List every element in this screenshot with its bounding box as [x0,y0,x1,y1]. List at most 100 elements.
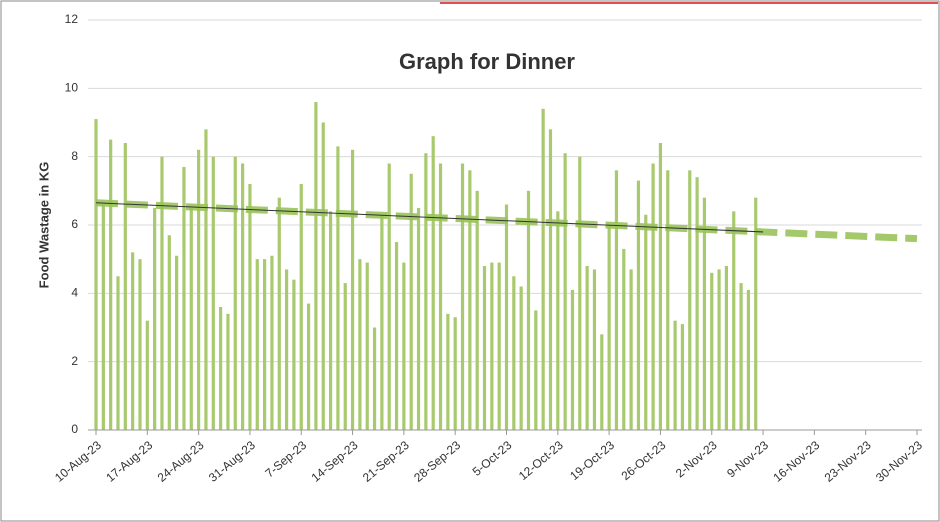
bar [255,259,259,430]
bar [490,262,494,430]
bar [123,143,127,430]
y-tick-label: 12 [65,12,79,26]
bar [556,211,560,430]
bar [424,153,428,430]
y-axis-label: Food Wastage in KG [36,162,51,289]
bar [189,207,193,430]
bar [116,276,120,430]
bar [219,307,223,430]
bar [519,286,523,430]
bar [145,320,149,430]
bar [636,180,641,430]
bar [622,248,626,430]
bar [101,204,105,430]
bar [153,207,157,430]
bar [651,163,655,430]
bar [548,129,553,431]
bar [438,163,443,430]
bar [512,276,516,430]
bar [402,262,406,430]
bar [600,334,604,430]
bar [160,156,164,430]
bar [688,170,692,431]
bar [629,269,633,430]
bar [416,207,421,430]
bar [211,156,215,430]
bar [460,163,465,430]
bar [138,259,142,430]
bar [336,146,340,430]
bar [350,149,355,431]
bar [468,170,472,431]
bar [175,255,179,430]
bar [585,266,589,430]
bar [446,313,450,430]
bar [658,143,663,430]
bar [167,235,171,430]
bar [372,327,377,430]
bar [453,317,457,430]
bar [241,163,245,430]
bar [284,269,289,430]
bar [270,255,274,430]
bar [365,262,369,430]
bar [292,279,296,430]
bar [262,259,267,430]
bar [328,211,333,430]
bar [394,242,399,430]
y-tick-label: 4 [71,286,78,300]
bar [680,324,685,430]
bar [475,190,479,430]
bar [380,214,384,430]
bar [109,139,113,431]
bar [563,153,567,430]
bar [717,269,721,430]
bar [248,184,252,430]
bar [277,197,281,430]
bar [204,129,208,431]
bar [732,211,736,430]
bar [702,197,707,430]
bar [94,119,98,430]
bar [754,197,758,430]
bar [358,259,362,430]
bar [482,266,487,430]
chart-title: Graph for Dinner [399,49,575,74]
bar [607,225,611,430]
bar [197,149,201,431]
bar [431,136,435,430]
y-tick-label: 10 [65,81,79,95]
bar [644,214,648,430]
bar [541,108,545,430]
bar [666,170,670,431]
y-tick-label: 2 [71,354,78,368]
bar [504,204,509,430]
bar [314,102,318,430]
bar [343,283,347,430]
bar [526,190,531,430]
bar [724,266,729,430]
bar [233,156,237,430]
bar [710,272,714,430]
bar [534,310,538,430]
bar [131,252,135,430]
bar [306,303,311,430]
bar [299,184,303,430]
bar [614,170,619,431]
bar [739,283,743,430]
bar [746,289,751,430]
bar [226,313,230,430]
bar [570,289,575,430]
bar [182,166,186,430]
bar [578,156,582,430]
bar [673,320,677,430]
trendline-thin [95,202,764,233]
y-tick-label: 8 [71,149,78,163]
bar [409,173,413,430]
y-tick-label: 6 [71,217,78,231]
y-tick-label: 0 [71,422,78,436]
bar [592,269,597,430]
bar [321,122,325,430]
bar [497,262,501,430]
